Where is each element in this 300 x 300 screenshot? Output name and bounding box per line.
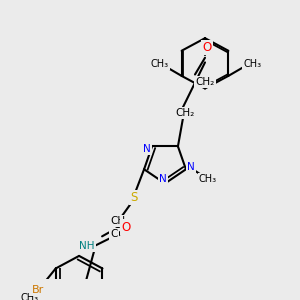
Text: N: N [143, 144, 151, 154]
Text: O: O [122, 220, 131, 233]
Text: CH₂: CH₂ [175, 108, 195, 118]
Text: CH₃: CH₃ [151, 59, 169, 69]
Text: O: O [202, 41, 211, 54]
Text: CH₃: CH₃ [21, 293, 39, 300]
Text: CH₃: CH₃ [199, 174, 217, 184]
Text: CH₂: CH₂ [195, 77, 214, 87]
Text: CH₂: CH₂ [110, 216, 130, 226]
Text: C: C [110, 230, 118, 239]
Text: CH₃: CH₃ [243, 59, 261, 69]
Text: S: S [130, 191, 138, 204]
Text: N: N [187, 162, 195, 172]
Text: Br: Br [32, 285, 44, 295]
Text: N: N [159, 174, 167, 184]
Text: NH: NH [79, 241, 95, 251]
